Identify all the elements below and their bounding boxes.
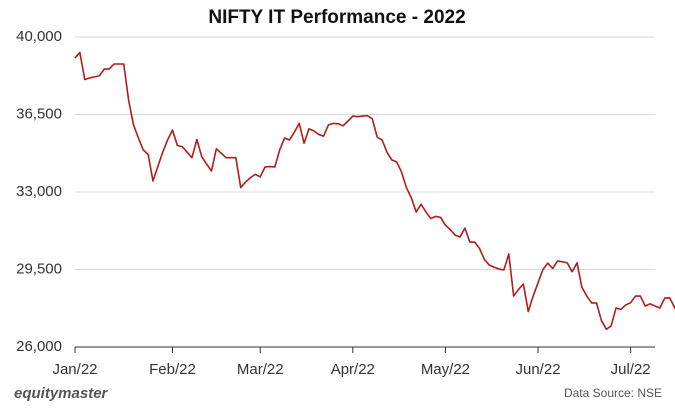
y-tick-label: 40,000 <box>16 28 62 45</box>
x-tick-label: May/22 <box>421 361 470 378</box>
x-tick-label: Jul/22 <box>611 361 651 378</box>
line-series <box>74 51 675 331</box>
x-tick-label: Apr/22 <box>331 361 375 378</box>
y-tick-label: 29,500 <box>16 260 62 277</box>
x-tick-label: Feb/22 <box>149 361 196 378</box>
x-tick-label: Jan/22 <box>52 361 97 378</box>
y-tick-label: 26,000 <box>16 338 62 355</box>
chart-title: NIFTY IT Performance - 2022 <box>208 7 465 28</box>
x-tick-label: Mar/22 <box>237 361 284 378</box>
brand-logo: equitymaster <box>14 385 109 402</box>
data-source: Data Source: NSE <box>564 386 662 400</box>
y-tick-label: 33,000 <box>16 183 62 200</box>
x-tick-label: Jun/22 <box>516 361 561 378</box>
y-tick-label: 36,500 <box>16 105 62 122</box>
